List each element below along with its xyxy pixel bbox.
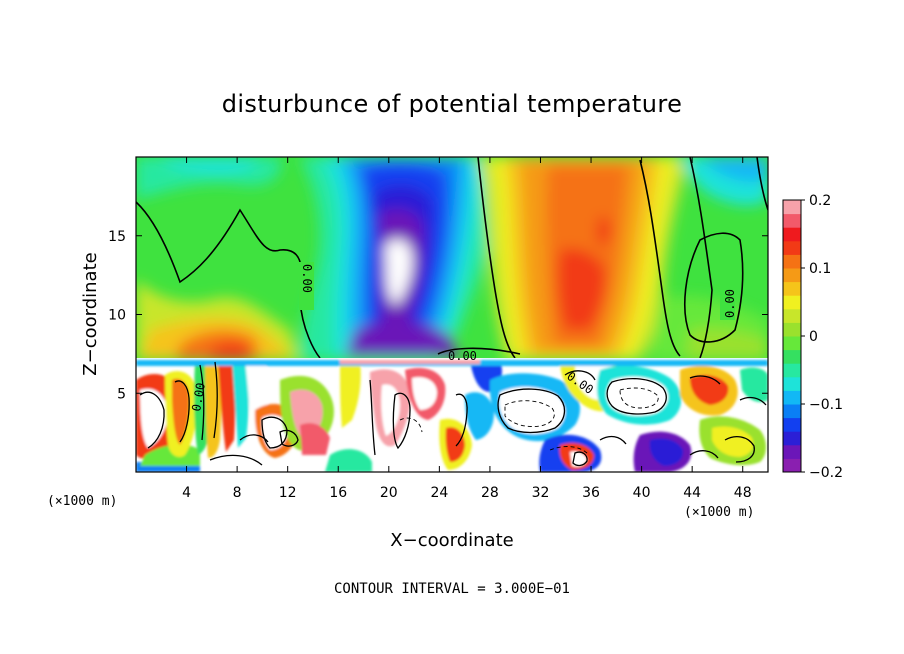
colorbar-segment xyxy=(783,295,801,310)
chart-title: disturbunce of potential temperature xyxy=(222,90,683,118)
colorbar-tick-label: 0 xyxy=(809,329,818,345)
x-tick-label: 44 xyxy=(683,485,701,501)
colorbar-tick-label: −0.1 xyxy=(809,397,843,413)
colorbar-segment xyxy=(783,268,801,283)
x-tick-label: 8 xyxy=(233,485,242,501)
x-tick-label: 12 xyxy=(279,485,297,501)
contour-interval-text: CONTOUR INTERVAL = 3.000E−01 xyxy=(334,581,570,597)
x-tick-label: 16 xyxy=(329,485,347,501)
colorbar-tick-label: −0.2 xyxy=(809,465,843,481)
colorbar-segment xyxy=(783,444,801,459)
x-axis-label: X−coordinate xyxy=(390,530,513,551)
colorbar-segment xyxy=(783,376,801,391)
contour-label-lower-left: 0.00 xyxy=(189,382,208,413)
colorbar-ticks: 0.2 0.1 0 −0.1 −0.2 xyxy=(801,193,843,481)
colorbar-segment xyxy=(783,336,801,351)
colorbar-segment xyxy=(783,431,801,446)
contour-label-right: 0.00 xyxy=(723,289,737,318)
colorbar-tick-label: 0.1 xyxy=(809,261,831,277)
colorbar-segment xyxy=(783,200,801,215)
lower-contours xyxy=(139,361,767,467)
colorbar-segment xyxy=(783,390,801,405)
x-axis-ticks: 4 8 12 16 20 24 28 32 36 40 44 48 xyxy=(182,157,752,501)
y-tick-label: 10 xyxy=(108,308,126,324)
upper-field xyxy=(136,157,768,360)
contour-label-center: 0.00 xyxy=(448,349,477,363)
x-tick-label: 36 xyxy=(582,485,600,501)
colorbar-segment xyxy=(783,349,801,364)
colorbar-segment xyxy=(783,227,801,242)
colorbar-segment xyxy=(783,254,801,269)
x-tick-label: 4 xyxy=(182,485,191,501)
lower-dashed-contours xyxy=(399,387,659,455)
colorbar-segment xyxy=(783,458,801,473)
colorbar-segment xyxy=(783,281,801,296)
colorbar xyxy=(782,199,802,473)
x-tick-label: 28 xyxy=(481,485,499,501)
y-tick-label: 5 xyxy=(117,386,126,402)
x-tick-label: 20 xyxy=(380,485,398,501)
colorbar-segment xyxy=(783,363,801,378)
x-unit-left: (×1000 m) xyxy=(47,494,117,509)
colorbar-segment xyxy=(783,417,801,432)
colorbar-segment xyxy=(783,404,801,419)
y-axis-ticks: 5 10 15 xyxy=(108,229,768,402)
colorbar-segment xyxy=(783,322,801,337)
colorbar-tick-label: 0.2 xyxy=(809,193,831,209)
x-unit-right: (×1000 m) xyxy=(684,505,754,520)
x-tick-label: 24 xyxy=(430,485,448,501)
y-tick-label: 15 xyxy=(108,229,126,245)
colorbar-segment xyxy=(783,240,801,255)
x-tick-label: 48 xyxy=(734,485,752,501)
y-axis-label: Z−coordinate xyxy=(80,252,101,375)
contour-label-left: 0.00 xyxy=(300,264,314,293)
x-tick-label: 40 xyxy=(633,485,651,501)
colorbar-segment xyxy=(783,308,801,323)
x-tick-label: 32 xyxy=(532,485,550,501)
lower-field xyxy=(136,358,768,472)
colorbar-segment xyxy=(783,213,801,228)
